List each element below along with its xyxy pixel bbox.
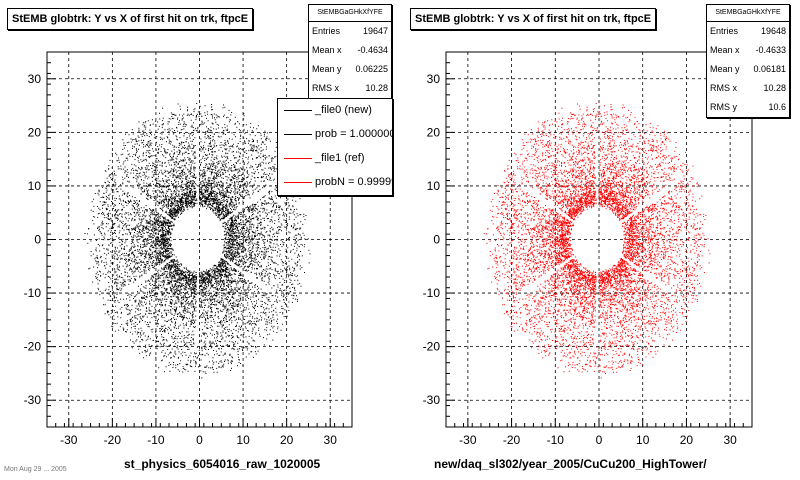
y-tick-label: -10	[423, 286, 441, 300]
stats-label: Mean x	[312, 45, 342, 55]
right-stats-box: StEMBGaGHkXfYFE Entries 19648 Mean x -0.…	[706, 4, 790, 118]
scatter-points	[84, 103, 311, 379]
y-tick-label: -20	[423, 340, 441, 354]
y-tick-label: 0	[34, 233, 41, 247]
legend-label: probN = 0.999999	[315, 176, 392, 188]
y-tick-label: -30	[423, 393, 441, 407]
stats-value: 0.06225	[355, 64, 388, 74]
stats-value: 10.28	[365, 83, 388, 93]
x-tick-label: -10	[547, 433, 565, 447]
left-plot-title: StEMB globtrk: Y vs X of first hit on tr…	[7, 8, 254, 30]
stats-label: Entries	[710, 26, 739, 36]
y-tick-label: 10	[28, 179, 42, 193]
stats-label: RMS x	[710, 83, 737, 93]
stats-value: 19648	[760, 26, 786, 36]
grid	[47, 52, 352, 427]
legend-label: _file1 (ref)	[315, 152, 365, 164]
stats-label: Entries	[312, 26, 341, 36]
x-tick-label: -20	[104, 433, 122, 447]
stats-label: Mean y	[710, 64, 740, 74]
stats-value: 19647	[362, 26, 388, 36]
x-tick-label: 0	[196, 433, 203, 447]
stats-label: RMS x	[312, 83, 339, 93]
legend-item: prob = 1.000000	[278, 123, 392, 147]
stats-label: Mean x	[710, 45, 740, 55]
y-tick-label: 20	[427, 125, 441, 139]
stats-row: Entries 19648	[707, 22, 789, 41]
stats-value: 0.06181	[753, 64, 786, 74]
axis-ticks: -30 -20 -10 0 10 20 30 -30 -20 -10 0 10 20 30	[24, 51, 353, 447]
stats-row: RMS y 10.6	[707, 98, 789, 117]
left-stats-box: StEMBGaGHkXfYFE Entries 19647 Mean x -0.…	[308, 4, 392, 99]
stats-row: Mean y 0.06181	[707, 60, 789, 79]
y-tick-label: -30	[24, 393, 42, 407]
legend-line-icon	[284, 134, 312, 135]
x-tick-label: 20	[680, 433, 694, 447]
y-tick-label: 30	[28, 72, 42, 86]
left-x-axis-title: st_physics_6054016_raw_1020005	[124, 457, 321, 471]
stats-value: -0.4634	[357, 45, 388, 55]
x-tick-label: -20	[503, 433, 521, 447]
x-tick-label: 20	[280, 433, 294, 447]
stats-row: RMS x 10.28	[707, 79, 789, 98]
stats-row: Mean y 0.06225	[309, 60, 391, 79]
legend-line-icon	[284, 182, 312, 183]
legend-line-icon	[284, 110, 312, 111]
right-plot-title: StEMB globtrk: Y vs X of first hit on tr…	[410, 8, 657, 30]
x-tick-label: -10	[147, 433, 165, 447]
legend-item: _file1 (ref)	[278, 147, 392, 171]
legend: _file0 (new) prob = 1.000000 _file1 (ref…	[277, 98, 393, 196]
y-tick-label: 30	[427, 72, 441, 86]
stats-value: 10.6	[768, 102, 786, 112]
y-tick-label: 20	[28, 125, 42, 139]
axis-ticks: -30 -20 -10 0 10 20 30 -30 -20 -10 0 10 20 30	[423, 51, 753, 447]
x-tick-label: 30	[723, 433, 737, 447]
scatter-points	[483, 103, 711, 379]
x-tick-label: 10	[636, 433, 650, 447]
x-tick-label: 10	[236, 433, 250, 447]
y-tick-label: -10	[24, 286, 42, 300]
y-tick-label: -20	[24, 340, 42, 354]
stats-value: -0.4633	[755, 45, 786, 55]
legend-item: probN = 0.999999	[278, 171, 392, 195]
stats-header: StEMBGaGHkXfYFE	[309, 5, 391, 22]
y-tick-label: 10	[427, 179, 441, 193]
stats-row: Entries 19647	[309, 22, 391, 41]
stats-label: RMS y	[710, 102, 737, 112]
legend-item: _file0 (new)	[278, 99, 392, 123]
legend-line-icon	[284, 158, 312, 159]
x-tick-label: 0	[596, 433, 603, 447]
right-x-axis-title: new/daq_sl302/year_2005/CuCu200_HighTowe…	[434, 457, 707, 471]
stats-row: Mean x -0.4634	[309, 41, 391, 60]
stats-header: StEMBGaGHkXfYFE	[707, 5, 789, 22]
scatter-markers	[483, 103, 711, 379]
legend-label: prob = 1.000000	[315, 128, 393, 140]
y-tick-label: 0	[433, 233, 440, 247]
scatter-markers	[84, 103, 311, 379]
x-tick-label: 30	[324, 433, 338, 447]
x-tick-label: -30	[60, 433, 78, 447]
stats-row: RMS x 10.28	[309, 79, 391, 98]
legend-label: _file0 (new)	[315, 104, 372, 116]
footer-timestamp: Mon Aug 29 ... 2005	[4, 466, 67, 473]
stats-label: Mean y	[312, 64, 342, 74]
x-tick-label: -30	[459, 433, 477, 447]
stats-value: 10.28	[763, 83, 786, 93]
stats-row: Mean x -0.4633	[707, 41, 789, 60]
plot-right: -30 -20 -10 0 10 20 30 -30 -20 -10 0 10 20 30	[423, 51, 753, 447]
